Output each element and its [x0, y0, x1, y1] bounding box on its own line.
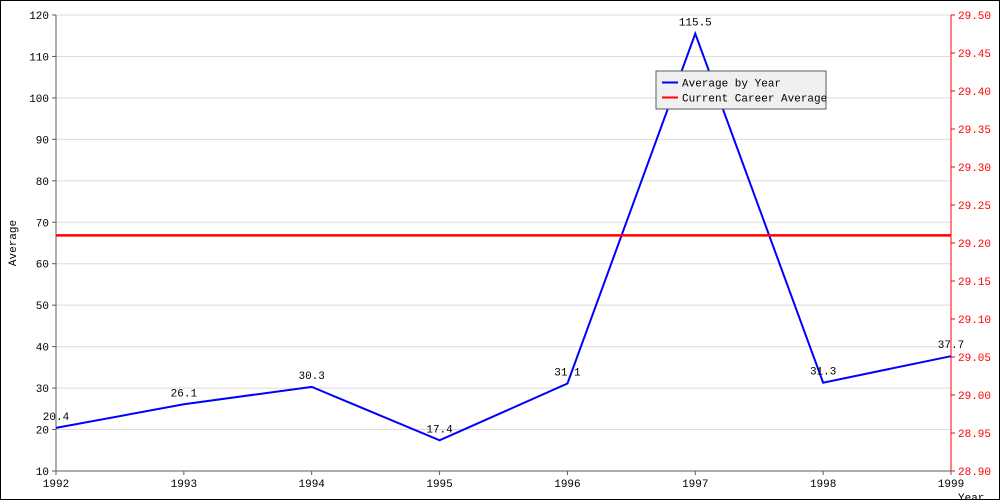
y-tick-label-right: 29.30 [958, 163, 991, 175]
y-tick-label-left: 100 [29, 94, 49, 106]
y-tick-label-right: 29.50 [958, 11, 991, 23]
y-tick-label-left: 50 [36, 301, 49, 313]
data-point-label: 31.1 [554, 368, 581, 380]
x-tick-label: 1994 [299, 479, 326, 491]
data-point-label: 115.5 [679, 18, 712, 30]
y-axis-label: Average [8, 220, 20, 266]
data-point-label: 26.1 [171, 388, 198, 400]
legend-label: Current Career Average [682, 94, 827, 106]
y-tick-label-left: 20 [36, 426, 49, 438]
x-tick-label: 1997 [682, 479, 708, 491]
y-tick-label-left: 90 [36, 135, 49, 147]
legend-label: Average by Year [682, 79, 781, 91]
y-tick-label-right: 29.35 [958, 125, 991, 137]
line-chart: 10 20 30 40 50 60 70 80 90 100 110 120 28.90 28.95 29.… [0, 0, 1000, 500]
y-tick-label-right: 29.05 [958, 353, 991, 365]
data-point-label: 17.4 [426, 424, 453, 436]
data-point-label: 30.3 [299, 371, 325, 383]
x-tick-label: 1996 [554, 479, 580, 491]
x-tick-label: 1993 [171, 479, 197, 491]
y-tick-label-left: 110 [29, 52, 49, 64]
x-tick-label: 1995 [426, 479, 452, 491]
y-tick-label-right: 29.20 [958, 239, 991, 251]
y-tick-label-right: 29.40 [958, 87, 991, 99]
data-point-label: 37.7 [938, 340, 964, 352]
data-point-label: 20.4 [43, 412, 70, 424]
data-point-label: 31.3 [810, 367, 836, 379]
y-tick-label-left: 120 [29, 11, 49, 23]
x-tick-label: 1998 [810, 479, 836, 491]
y-tick-label-right: 28.90 [958, 467, 991, 479]
y-tick-label-left: 30 [36, 384, 49, 396]
x-tick-label: 1999 [938, 479, 964, 491]
chart-svg: 10 20 30 40 50 60 70 80 90 100 110 120 28.90 28.95 29.… [1, 1, 999, 499]
y-tick-label-right: 29.25 [958, 201, 991, 213]
y-tick-label-left: 10 [36, 467, 49, 479]
y-tick-label-right: 28.95 [958, 429, 991, 441]
y-tick-label-right: 29.45 [958, 49, 991, 61]
y-tick-label-right: 29.10 [958, 315, 991, 327]
y-tick-label-left: 60 [36, 260, 49, 272]
y-tick-label-left: 40 [36, 343, 49, 355]
y-tick-label-left: 80 [36, 177, 49, 189]
y-tick-label-right: 29.00 [958, 391, 991, 403]
x-tick-label: 1992 [43, 479, 69, 491]
y-tick-label-right: 29.15 [958, 277, 991, 289]
y-tick-label-left: 70 [36, 218, 49, 230]
x-axis-label: Year [958, 493, 984, 499]
